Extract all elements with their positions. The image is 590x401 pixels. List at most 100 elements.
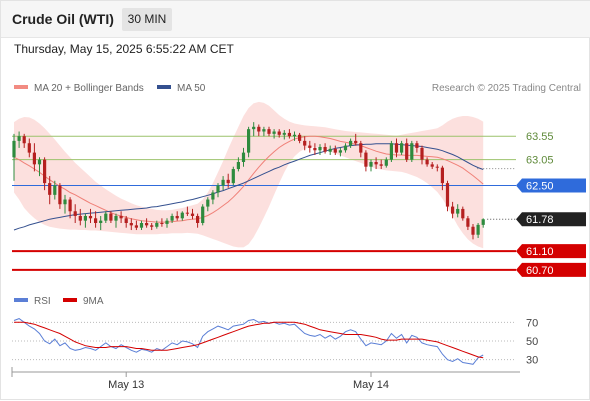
candle-body (425, 159, 429, 165)
candle-body (241, 152, 246, 162)
candle-body (328, 148, 332, 152)
candle-body (43, 159, 47, 184)
candle-body (298, 134, 302, 141)
timeframe-button[interactable]: 30 MIN (122, 8, 172, 31)
candle-body (364, 152, 368, 167)
candle-body (53, 185, 57, 195)
x-tick-label: May 13 (108, 379, 144, 391)
candle-body (58, 185, 62, 205)
candle-body (471, 226, 475, 235)
candle-body (430, 164, 434, 167)
candle-body (22, 136, 26, 144)
candle-body (313, 147, 317, 151)
candle-body (303, 140, 307, 146)
candle-body (456, 208, 460, 214)
candle-body (170, 215, 174, 221)
support-tag (516, 244, 586, 259)
candle-body (119, 215, 123, 219)
candle-body (287, 132, 291, 137)
candle-body (165, 220, 169, 224)
support-label: 61.10 (526, 246, 554, 258)
candle-body (32, 152, 36, 165)
header-bar: Crude Oil (WTI) 30 MIN (1, 1, 590, 38)
candle-body (262, 129, 266, 132)
candle-body (27, 143, 31, 153)
price-levels (12, 135, 516, 271)
last-price-label: 61.78 (526, 214, 554, 226)
candle-body (440, 167, 444, 184)
candle-body (104, 213, 108, 221)
legend-swatch-ma50 (157, 85, 171, 89)
candle-body (379, 164, 383, 166)
support-tag (516, 262, 586, 277)
support-label: 60.70 (526, 265, 554, 277)
candle-body (343, 145, 348, 151)
candle-body (83, 215, 87, 221)
candle-body (420, 147, 424, 160)
legend-swatch-9ma (63, 298, 77, 302)
candle-body (338, 150, 342, 153)
candle-body (415, 143, 419, 148)
candle-body (73, 211, 77, 216)
candle-body (410, 143, 414, 160)
candle-body (160, 223, 164, 224)
candle-body (68, 199, 72, 212)
candle-body (252, 126, 256, 130)
rsi-tick-label: 30 (526, 355, 538, 367)
candle-body (333, 148, 337, 153)
candle-body (359, 143, 363, 153)
candle-body (282, 132, 286, 135)
candle-body (272, 131, 276, 134)
candlesticks (12, 122, 485, 240)
candle-body (216, 185, 220, 193)
candle-body (466, 218, 470, 227)
candle-body (99, 220, 103, 223)
candle-body (226, 179, 230, 184)
candle-body (109, 213, 113, 221)
candle-body (405, 143, 409, 160)
candle-body (88, 215, 93, 219)
candle-body (145, 223, 149, 226)
resistance-label: 63.55 (526, 131, 554, 143)
moving-averages (13, 135, 484, 231)
candle-body (451, 206, 455, 214)
last-price-tag (516, 212, 586, 227)
candle-body (150, 225, 154, 227)
candle-body (196, 215, 200, 223)
candle-body (481, 219, 485, 225)
rsi-tick-label: 70 (526, 317, 538, 329)
candle-body (349, 140, 353, 146)
candle-body (114, 215, 118, 221)
rsi-9ma-line (14, 321, 484, 359)
candle-body (12, 140, 16, 158)
candle-body (374, 162, 378, 165)
x-tick-label: May 14 (353, 379, 389, 391)
ma20-line (13, 135, 484, 223)
candle-body (267, 129, 271, 134)
ma50-line (13, 143, 484, 231)
candle-body (94, 218, 98, 223)
candle-body (124, 218, 128, 223)
candle-body (231, 169, 235, 184)
candle-body (134, 225, 138, 228)
candle-body (476, 224, 480, 235)
instrument-title: Crude Oil (WTI) (12, 11, 114, 27)
candle-body (277, 131, 281, 135)
legend-label-ma50: MA 50 (177, 83, 206, 94)
candle-body (206, 199, 210, 207)
candle-body (78, 215, 82, 221)
candle-body (318, 146, 322, 151)
legend-label-rsi: RSI (34, 296, 51, 307)
candle-body (400, 143, 404, 153)
rsi-line (13, 318, 484, 365)
candle-body (221, 179, 225, 186)
candle-body (63, 199, 67, 205)
candle-body (354, 140, 358, 144)
candle-body (389, 143, 393, 160)
candle-body (257, 126, 261, 132)
candle-body (384, 159, 388, 166)
research-credit: Research © 2025 Trading Central (432, 83, 581, 94)
